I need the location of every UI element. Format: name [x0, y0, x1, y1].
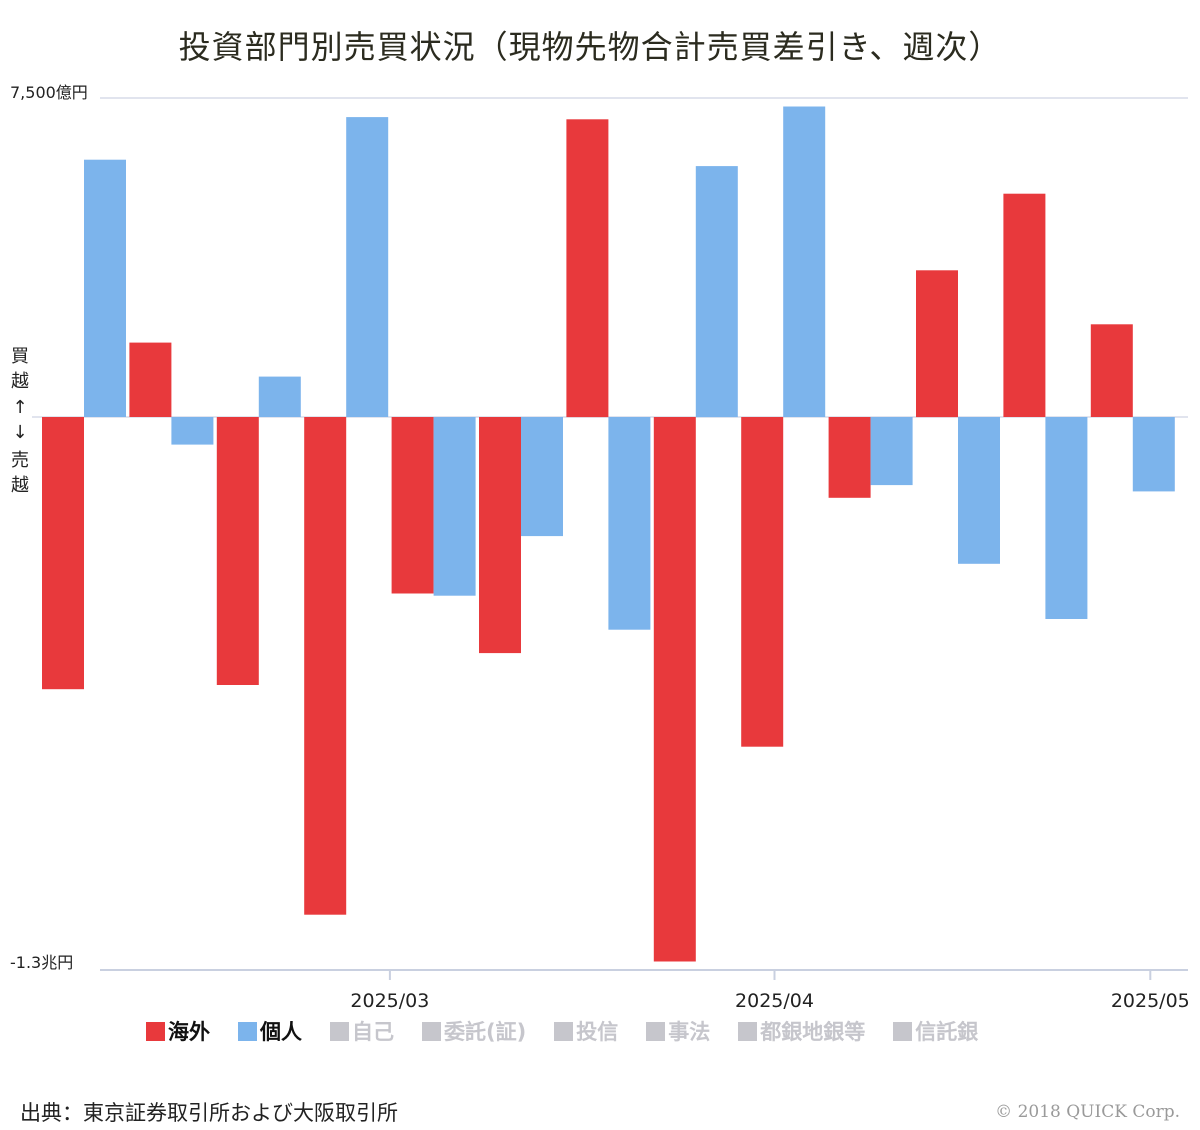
x-tick-label-3: 2025/05	[1111, 990, 1190, 1012]
y-side-char-1: 買	[11, 346, 29, 367]
y-side-char-3: ↑	[12, 397, 27, 418]
legend-label: 事法	[668, 1020, 711, 1044]
y-side-char-4: ↓	[12, 422, 27, 443]
chart-title: 投資部門別売買状況（現物先物合計売買差引き、週次）	[178, 28, 1002, 66]
legend-item-1[interactable]: 海外	[146, 1014, 210, 1048]
bar-individual-13	[1132, 417, 1175, 492]
bar-foreign-8	[653, 417, 696, 962]
legend-swatch	[646, 1021, 666, 1041]
bar-individual-2	[171, 417, 214, 445]
legend-swatch	[422, 1021, 441, 1041]
x-ticks: 2025/03 2025/04 2025/05	[350, 970, 1190, 1012]
legend-swatch	[893, 1021, 913, 1041]
legend-item-6[interactable]: 事法	[646, 1014, 710, 1048]
legend-swatch	[738, 1021, 758, 1041]
legend-label: 海外	[168, 1020, 210, 1044]
bar-individual-5	[433, 417, 476, 596]
legend-item-8[interactable]: 信託銀	[893, 1014, 978, 1048]
legend-label: 都銀地銀等	[760, 1020, 866, 1044]
bar-foreign-3	[216, 417, 259, 685]
bar-individual-9	[783, 106, 826, 417]
bar-foreign-13	[1090, 324, 1133, 417]
legend-label: 委託(証)	[444, 1020, 527, 1044]
bar-individual-7	[608, 417, 651, 630]
bar-individual-10	[870, 417, 913, 486]
bar-foreign-11	[916, 270, 958, 418]
bar-individual-4	[346, 117, 389, 417]
bar-individual-12	[1045, 417, 1088, 619]
legend-swatch	[146, 1021, 165, 1041]
bar-foreign-12	[1003, 193, 1046, 417]
y-tick-min: -1.3兆円	[10, 953, 73, 972]
bar-individual-1	[84, 159, 126, 417]
y-axis-side-label: 買越↑↓売越	[11, 346, 29, 496]
bar-foreign-10	[828, 417, 871, 498]
legend-label: 自己	[352, 1020, 394, 1044]
y-side-char-6: 越	[11, 475, 29, 496]
bars	[42, 106, 1175, 962]
y-side-char-5: 売	[11, 450, 29, 471]
bar-individual-8	[695, 166, 738, 418]
y-side-char-2: 越	[11, 371, 29, 392]
y-tick-max: 7,500億円	[10, 83, 88, 102]
legend-item-4[interactable]: 委託(証)	[422, 1014, 526, 1048]
legend-swatch	[238, 1021, 257, 1041]
legend-swatch	[330, 1021, 349, 1041]
legend: 海外 個人 自己 委託(証) 投信 事法 都銀地銀等 信託銀	[146, 1014, 1086, 1048]
legend-item-7[interactable]: 都銀地銀等	[738, 1014, 865, 1048]
source-note: 出典：東京証券取引所および大阪取引所	[20, 1101, 398, 1125]
legend-item-2[interactable]: 個人	[238, 1014, 302, 1048]
bar-foreign-9	[741, 417, 784, 747]
legend-item-3[interactable]: 自己	[330, 1014, 394, 1048]
bar-foreign-7	[566, 119, 609, 418]
legend-item-5[interactable]: 投信	[554, 1014, 618, 1048]
bar-foreign-1	[42, 417, 84, 690]
bar-individual-11	[958, 417, 1000, 564]
copyright: © 2018 QUICK Corp.	[995, 1102, 1180, 1122]
bar-individual-6	[521, 417, 563, 537]
bar-foreign-2	[129, 342, 172, 417]
legend-label: 投信	[576, 1020, 619, 1044]
legend-swatch	[554, 1021, 574, 1041]
x-tick-label-2: 2025/04	[735, 990, 814, 1012]
x-tick-label-1: 2025/03	[350, 990, 429, 1012]
legend-label: 信託銀	[915, 1020, 979, 1044]
bar-foreign-4	[304, 417, 347, 915]
legend-label: 個人	[260, 1020, 302, 1044]
bar-individual-3	[258, 376, 301, 417]
bar-foreign-5	[391, 417, 434, 594]
bar-foreign-6	[479, 417, 521, 654]
